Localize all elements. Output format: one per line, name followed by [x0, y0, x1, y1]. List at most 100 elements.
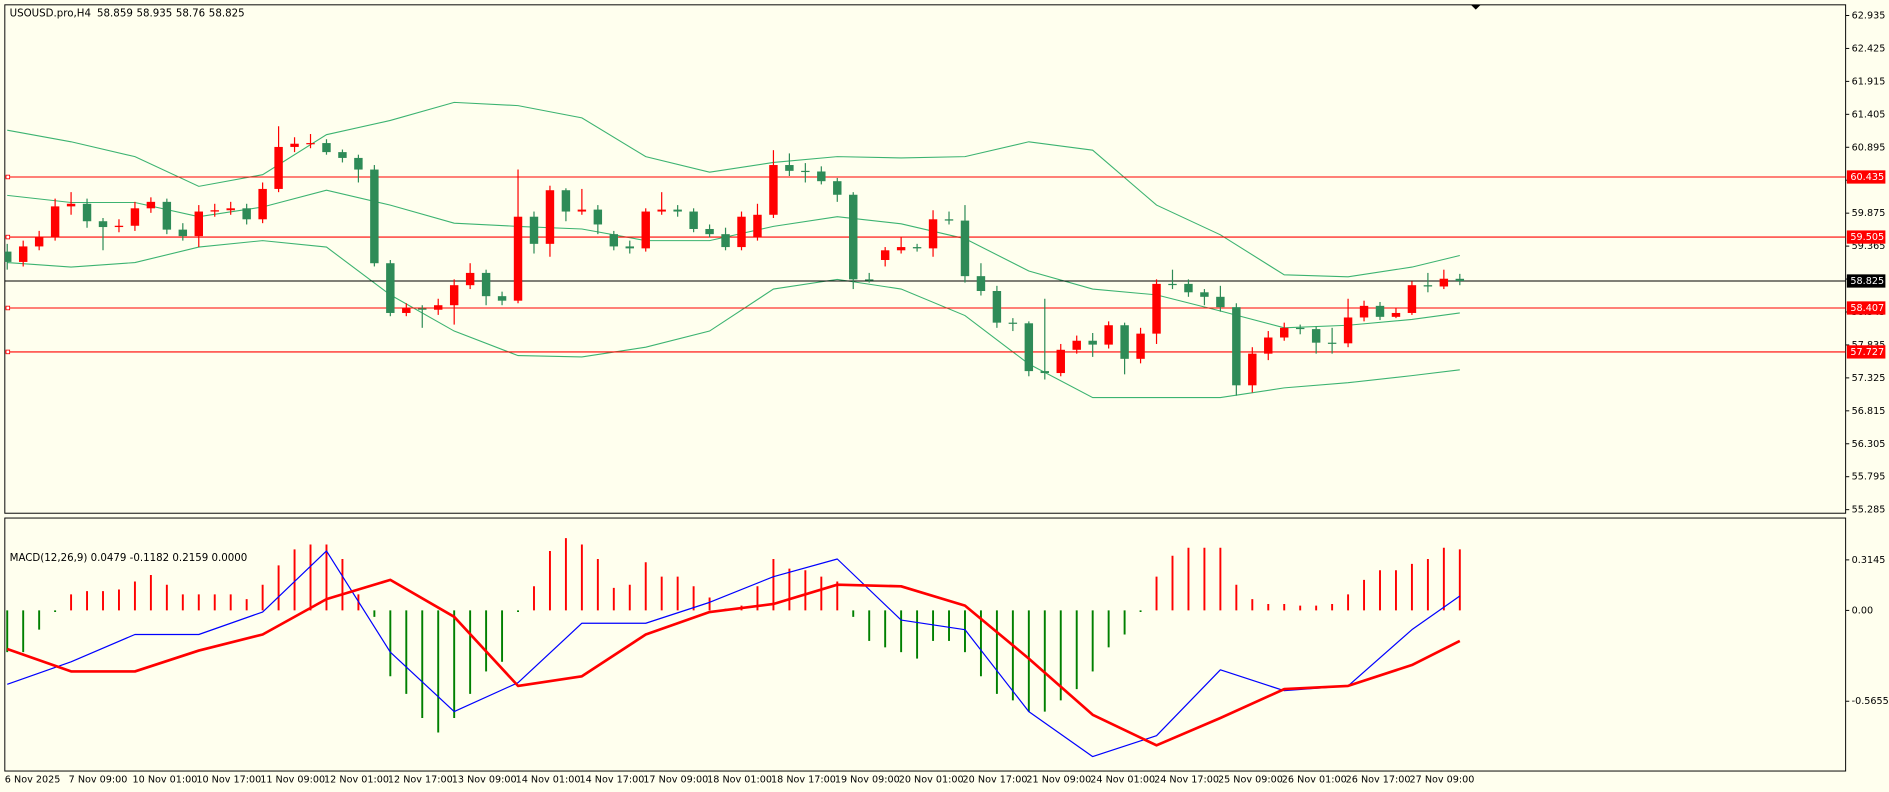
candle-body [561, 190, 571, 212]
x-tick-label: 14 Nov 17:00 [579, 774, 644, 785]
x-tick-label: 20 Nov 17:00 [963, 774, 1028, 785]
candle-body [864, 279, 874, 281]
axis-layer: 62.93562.42561.91561.40560.89560.38559.8… [5, 10, 1889, 785]
candle-body [322, 143, 331, 153]
macd-line [6, 578, 1461, 747]
candle-body [178, 229, 188, 237]
level-price-box [1846, 301, 1886, 315]
candle-body [673, 209, 682, 212]
x-tick-label: 14 Nov 01:00 [516, 774, 581, 785]
candle-body [753, 214, 762, 238]
y-tick-label: 59.365 [1852, 241, 1886, 252]
y-tick-label: 56.815 [1852, 406, 1886, 417]
candle-body [912, 247, 922, 249]
level-anchor [5, 234, 11, 240]
candle-body [130, 208, 140, 226]
candle-body [785, 165, 794, 171]
candle-body [98, 221, 108, 228]
candle-body [194, 211, 203, 237]
level-price-label: 59.505 [1850, 232, 1884, 243]
x-tick-label: 20 Nov 01:00 [899, 774, 964, 785]
candle-body [1327, 342, 1337, 344]
price-box [1846, 274, 1886, 288]
candle-body [402, 308, 411, 313]
y-tick-label: 55.285 [1852, 505, 1886, 516]
candle-body [529, 216, 539, 244]
level-anchor [5, 174, 11, 180]
candle-body [593, 209, 603, 225]
x-tick-label: 26 Nov 01:00 [1282, 774, 1347, 785]
level-anchor [5, 349, 11, 355]
candle-body [625, 246, 634, 249]
candle-body [1423, 285, 1433, 287]
bollinger-band [7, 240, 1460, 399]
candle-body [66, 203, 76, 207]
header-low: 58.76 [176, 7, 205, 19]
candle-body [82, 203, 92, 222]
x-tick-label: 7 Nov 09:00 [69, 774, 128, 785]
x-tick-label: 6 Nov 2025 [5, 774, 61, 785]
x-tick-label: 26 Nov 17:00 [1346, 774, 1411, 785]
y-tick-label: 60.895 [1852, 142, 1886, 153]
y-tick-label: 57.325 [1852, 373, 1886, 384]
candle-body [928, 219, 938, 249]
x-tick-label: 25 Nov 09:00 [1218, 774, 1283, 785]
candle-body [226, 208, 235, 211]
candle-body [737, 216, 746, 248]
candle-body [769, 165, 778, 215]
y-tick-label: 55.795 [1852, 472, 1886, 483]
candle-body [497, 296, 507, 301]
candle-body [1104, 325, 1113, 345]
y-tick-label: 62.935 [1852, 10, 1886, 21]
candle-body [1375, 305, 1385, 317]
candle-body [18, 246, 28, 262]
x-tick-label: 21 Nov 09:00 [1026, 774, 1091, 785]
candle-body [370, 169, 379, 264]
candle-body [50, 206, 60, 238]
candle-body [641, 211, 650, 249]
price-label: 58.825 [1850, 276, 1884, 287]
candle-body [434, 305, 443, 310]
y-tick-label: 61.405 [1852, 109, 1886, 120]
price-layer [4, 101, 1846, 399]
x-tick-label: 18 Nov 17:00 [771, 774, 836, 785]
candle-body [386, 263, 395, 313]
level-price-box [1846, 345, 1886, 359]
candle-body [1311, 329, 1321, 343]
candle-body [1040, 371, 1050, 374]
candle-body [449, 285, 459, 306]
level-price-label: 58.407 [1850, 303, 1884, 314]
candle-body [210, 210, 219, 212]
candle-body [689, 211, 698, 229]
candle-body [545, 190, 555, 244]
candle-body [1455, 278, 1465, 281]
candle-body [960, 220, 970, 277]
candle-body [1056, 349, 1065, 374]
y-tick-label: 62.425 [1852, 43, 1886, 54]
candle-body [657, 209, 666, 212]
candle-body [1391, 312, 1401, 317]
candle-body [817, 171, 826, 182]
candle-body [801, 170, 810, 173]
candle-body [1168, 283, 1177, 286]
candle-body [481, 272, 491, 297]
candle-body [1343, 317, 1353, 344]
x-tick-label: 27 Nov 09:00 [1410, 774, 1475, 785]
candle-body [1184, 283, 1193, 293]
candle-body [721, 234, 730, 248]
candle-body [1295, 327, 1305, 330]
candle-body [1407, 285, 1417, 313]
candle-body [1359, 305, 1369, 318]
candle-body [1439, 278, 1449, 287]
level-price-label: 57.727 [1850, 347, 1884, 358]
candle-body [1072, 340, 1081, 350]
x-tick-label: 18 Nov 01:00 [707, 774, 772, 785]
candle-body [418, 308, 427, 310]
macd-y-tick-label: -0.5655 [1852, 696, 1889, 707]
header-high: 58.935 [136, 7, 172, 19]
level-anchor [5, 305, 11, 311]
candle-body [1248, 353, 1257, 386]
